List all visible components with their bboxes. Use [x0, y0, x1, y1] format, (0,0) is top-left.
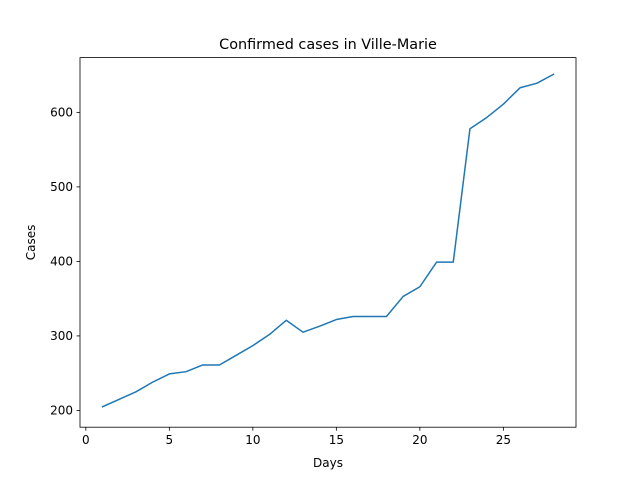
x-tick-label: 15 — [329, 433, 344, 447]
y-tick-label: 500 — [50, 180, 73, 194]
y-tick-label: 200 — [50, 404, 73, 418]
y-tick-label: 400 — [50, 255, 73, 269]
chart-title: Confirmed cases in Ville-Marie — [219, 37, 437, 53]
x-tick-label: 10 — [245, 433, 260, 447]
y-tick-label: 600 — [50, 106, 73, 120]
x-tick-label: 0 — [82, 433, 90, 447]
y-tick-label: 300 — [50, 329, 73, 343]
x-axis-ticks: 0 5 10 15 20 25 — [82, 427, 511, 447]
x-tick-label: 25 — [496, 433, 511, 447]
x-tick-label: 20 — [412, 433, 427, 447]
series-line — [101, 73, 555, 408]
x-axis-label: Days — [313, 456, 343, 470]
y-axis-ticks: 200 300 400 500 600 — [50, 106, 80, 418]
y-axis-label: Cases — [24, 225, 38, 261]
plot-area-frame — [79, 57, 577, 428]
x-tick-label: 5 — [166, 433, 174, 447]
